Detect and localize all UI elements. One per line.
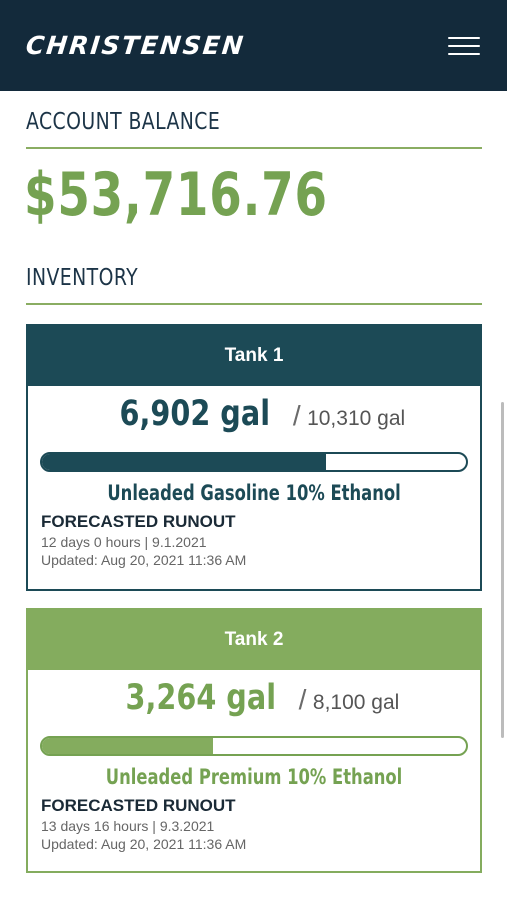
- updated-timestamp: Updated: Aug 20, 2021 11:36 AM: [41, 836, 247, 852]
- tank-header: Tank 1: [28, 326, 480, 386]
- app-header: Christensen: [0, 0, 507, 91]
- tank-capacity: 8,100 gal: [312, 691, 400, 714]
- tank-product: Unleaded Premium 10% Ethanol: [28, 765, 480, 789]
- divider: [26, 303, 482, 305]
- tank-current-volume: 3,264 gal: [125, 678, 276, 718]
- tank-card[interactable]: Tank 2 3,264 gal / 8,100 gal Unleaded Pr…: [26, 608, 482, 873]
- tank-level-fill: [42, 454, 327, 470]
- tank-level-bar: [40, 736, 468, 756]
- runout-title: FORECASTED RUNOUT: [41, 796, 236, 815]
- updated-timestamp: Updated: Aug 20, 2021 11:36 AM: [41, 552, 247, 568]
- divider: [26, 147, 482, 149]
- tank-product: Unleaded Gasoline 10% Ethanol: [28, 481, 480, 505]
- menu-line: [448, 44, 480, 47]
- runout-detail: 13 days 16 hours | 9.3.2021: [41, 818, 215, 834]
- tank-capacity: 10,310 gal: [307, 407, 406, 430]
- hamburger-menu-icon[interactable]: [448, 34, 480, 58]
- account-balance-value: $53,716.76: [24, 160, 328, 230]
- tank-amounts: 3,264 gal / 8,100 gal: [28, 678, 480, 728]
- tank-header: Tank 2: [28, 610, 480, 670]
- tank-level-bar: [40, 452, 468, 472]
- volume-separator: /: [298, 684, 307, 715]
- runout-title: FORECASTED RUNOUT: [41, 512, 236, 531]
- tank-name: Tank 2: [224, 629, 284, 650]
- brand-logo[interactable]: Christensen: [24, 31, 247, 60]
- forecasted-runout: FORECASTED RUNOUT 13 days 16 hours | 9.3…: [28, 796, 480, 852]
- scrollbar[interactable]: [501, 402, 504, 738]
- account-balance-title: ACCOUNT BALANCE: [26, 109, 221, 135]
- runout-detail: 12 days 0 hours | 9.1.2021: [41, 534, 207, 550]
- menu-line: [448, 36, 480, 39]
- tank-product-label: Unleaded Gasoline 10% Ethanol: [107, 481, 401, 505]
- volume-separator: /: [292, 400, 301, 431]
- forecasted-runout: FORECASTED RUNOUT 12 days 0 hours | 9.1.…: [28, 512, 480, 568]
- tank-current-volume: 6,902 gal: [119, 394, 270, 434]
- inventory-title: INVENTORY: [26, 265, 139, 291]
- tank-amounts: 6,902 gal / 10,310 gal: [28, 394, 480, 444]
- tank-level-fill: [42, 738, 213, 754]
- tank-card[interactable]: Tank 1 6,902 gal / 10,310 gal Unleaded G…: [26, 324, 482, 591]
- menu-line: [448, 52, 480, 55]
- tank-product-label: Unleaded Premium 10% Ethanol: [105, 765, 403, 789]
- tank-name: Tank 1: [224, 345, 284, 366]
